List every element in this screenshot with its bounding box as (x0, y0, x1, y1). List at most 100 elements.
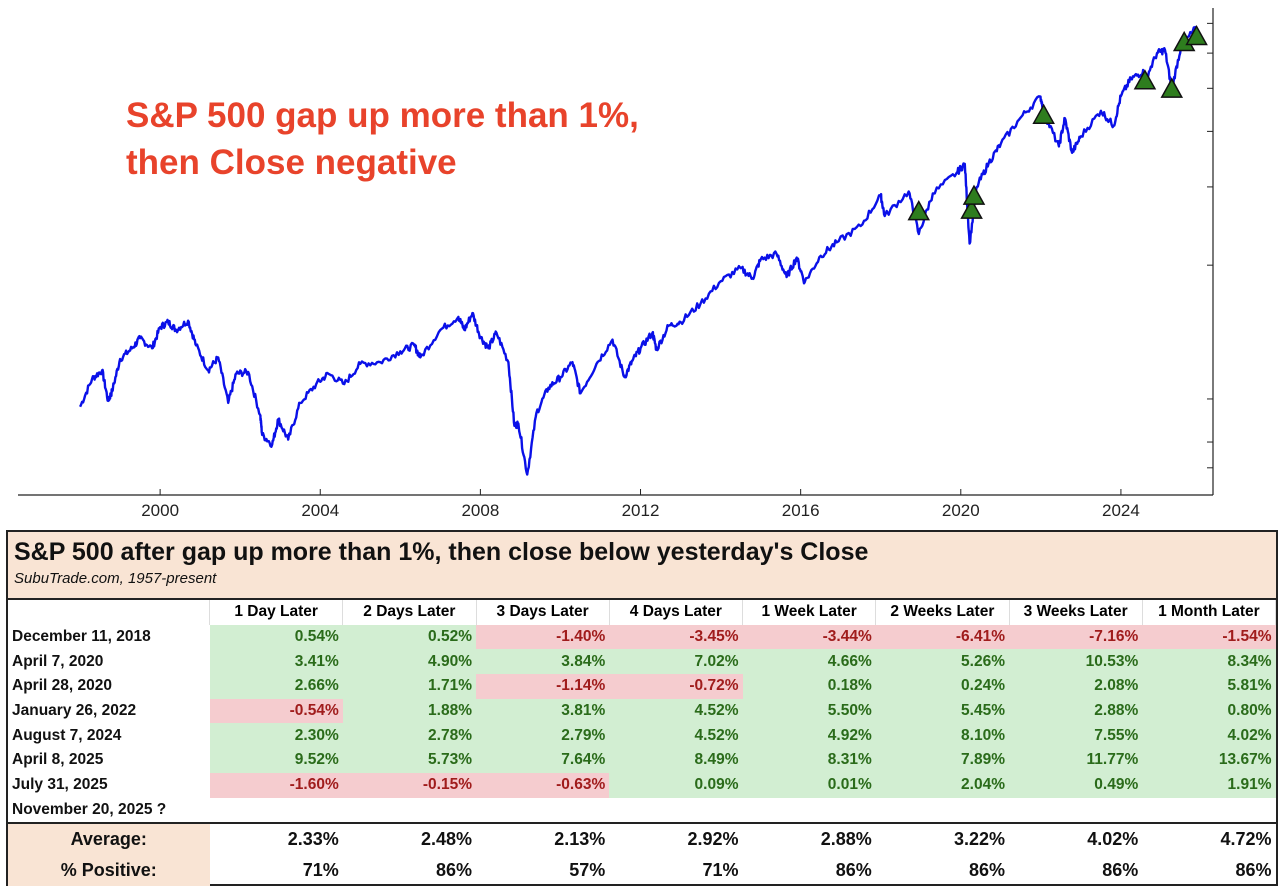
return-cell: 2.78% (342, 723, 476, 749)
return-cell: 5.81% (1142, 674, 1276, 699)
return-cell: -0.63% (476, 772, 610, 798)
return-cell: 0.01% (742, 772, 876, 798)
return-cell: 3.81% (476, 698, 610, 724)
return-cell: 5.26% (875, 649, 1009, 675)
table-subtitle: SubuTrade.com, 1957-present (14, 570, 217, 587)
return-cell: 10.53% (1009, 649, 1143, 675)
table-row: April 28, 2020 2.66% 1.71% -1.14% -0.72% 0.18… (8, 674, 1276, 699)
return-cell: 2.30% (209, 723, 343, 749)
signal-marker (1160, 77, 1184, 98)
row-date: April 8, 2025 (12, 751, 104, 769)
return-cell: 13.67% (1142, 748, 1276, 773)
return-cell: 4.02% (1142, 723, 1276, 749)
column-header: 3 Days Later (476, 600, 610, 625)
return-cell (1009, 798, 1142, 824)
row-date: January 26, 2022 (12, 702, 137, 720)
column-header: 2 Weeks Later (875, 600, 1010, 625)
return-cell: 7.64% (476, 748, 610, 773)
table-row: December 11, 2018 0.54% 0.52% -1.40% -3.45% -… (8, 624, 1276, 650)
return-cell (876, 798, 1009, 824)
return-cell: -1.60% (209, 772, 343, 798)
return-cell: 2.04% (875, 772, 1009, 798)
average-cell: 2.92% (609, 822, 743, 856)
positive-cell: 71% (302, 860, 339, 881)
return-cell: 4.52% (609, 723, 743, 749)
return-cell: 0.24% (875, 674, 1009, 699)
return-cell: 0.49% (1009, 772, 1143, 798)
return-cell: -1.54% (1142, 624, 1276, 650)
table-row: April 8, 2025 9.52% 5.73% 7.64% 8.49% 8.31% 7.… (8, 748, 1276, 773)
table-row: July 31, 2025 -1.60% -0.15% -0.63% 0.09% 0.01… (8, 772, 1276, 798)
return-cell: 1.88% (342, 698, 476, 724)
return-cell: 7.89% (875, 748, 1009, 773)
column-header: 2 Days Later (342, 600, 477, 625)
return-cell: 7.02% (609, 649, 743, 675)
table-title: S&P 500 after gap up more than 1%, then … (14, 538, 869, 566)
column-header: 1 Month Later (1142, 600, 1277, 625)
average-cell: 2.13% (476, 822, 610, 856)
return-cell: -0.72% (609, 674, 743, 699)
row-date: April 7, 2020 (12, 652, 104, 670)
return-cell: 8.49% (609, 748, 743, 773)
return-cell (343, 798, 476, 824)
average-cell: 2.88% (742, 822, 876, 856)
return-cell: 2.88% (1009, 698, 1143, 724)
return-cell: 2.66% (209, 674, 343, 699)
return-cell: 4.92% (742, 723, 876, 749)
column-header: 3 Weeks Later (1009, 600, 1143, 625)
column-header-row: 1 Day Later 2 Days Later 3 Days Later 4 Day… (8, 600, 1277, 625)
return-cell: 5.50% (742, 698, 876, 724)
x-tick-label: 2000 (141, 501, 179, 520)
return-cell (743, 798, 876, 824)
return-cell: -3.44% (742, 624, 876, 650)
x-tick-label: 2008 (461, 501, 499, 520)
positive-cell: 86% (435, 860, 472, 881)
column-header: 4 Days Later (609, 600, 744, 625)
return-cell: 7.55% (1009, 723, 1143, 749)
table-row: November 20, 2025 ? (8, 798, 1276, 824)
return-cell: 5.73% (342, 748, 476, 773)
positive-label: % Positive: (8, 855, 210, 887)
return-cell: 0.80% (1142, 698, 1276, 724)
return-cell: 0.09% (609, 772, 743, 798)
return-cell: -1.40% (476, 624, 610, 650)
positive-cell: 86% (1102, 860, 1139, 881)
positive-cell: 86% (835, 860, 872, 881)
return-cell: 3.84% (476, 649, 610, 675)
return-cell: 1.71% (342, 674, 476, 699)
return-cell: 5.45% (875, 698, 1009, 724)
average-cell: 2.33% (209, 822, 343, 856)
return-cell: 1.91% (1142, 772, 1276, 798)
signal-marker (1185, 24, 1208, 46)
x-tick-label: 2016 (782, 501, 820, 520)
corner-cell (8, 600, 210, 625)
return-cell: 4.90% (342, 649, 476, 675)
return-cell: 4.52% (609, 698, 743, 724)
return-cell: 4.66% (742, 649, 876, 675)
positive-cell: 57% (569, 860, 606, 881)
row-date: November 20, 2025 ? (12, 800, 167, 818)
average-cell: 2.48% (342, 822, 476, 856)
average-cell: 3.22% (875, 822, 1009, 856)
return-cell: -6.41% (875, 624, 1009, 650)
average-cell: 4.02% (1009, 822, 1143, 856)
return-cell (609, 798, 742, 824)
signal-marker (960, 198, 983, 219)
return-cell: 11.77% (1009, 748, 1143, 773)
positive-cell: 86% (968, 860, 1005, 881)
signal-marker (1032, 103, 1055, 124)
x-tick-label: 2024 (1102, 501, 1140, 520)
return-cell: 2.79% (476, 723, 610, 749)
table-row: August 7, 2024 2.30% 2.78% 2.79% 4.52% 4.92% 8… (8, 723, 1276, 749)
return-cell: 0.52% (342, 624, 476, 650)
return-cell: 0.18% (742, 674, 876, 699)
return-cell: 9.52% (209, 748, 343, 773)
table-row: January 26, 2022 -0.54% 1.88% 3.81% 4.52% 5.5… (8, 698, 1276, 724)
average-label: Average: (8, 822, 210, 856)
positive-cell: 71% (702, 860, 739, 881)
return-cell: 0.54% (209, 624, 343, 650)
return-cell: -0.54% (209, 698, 343, 724)
returns-table: S&P 500 after gap up more than 1%, then … (6, 530, 1278, 887)
signal-marker (962, 184, 986, 205)
signal-marker (1133, 69, 1157, 90)
